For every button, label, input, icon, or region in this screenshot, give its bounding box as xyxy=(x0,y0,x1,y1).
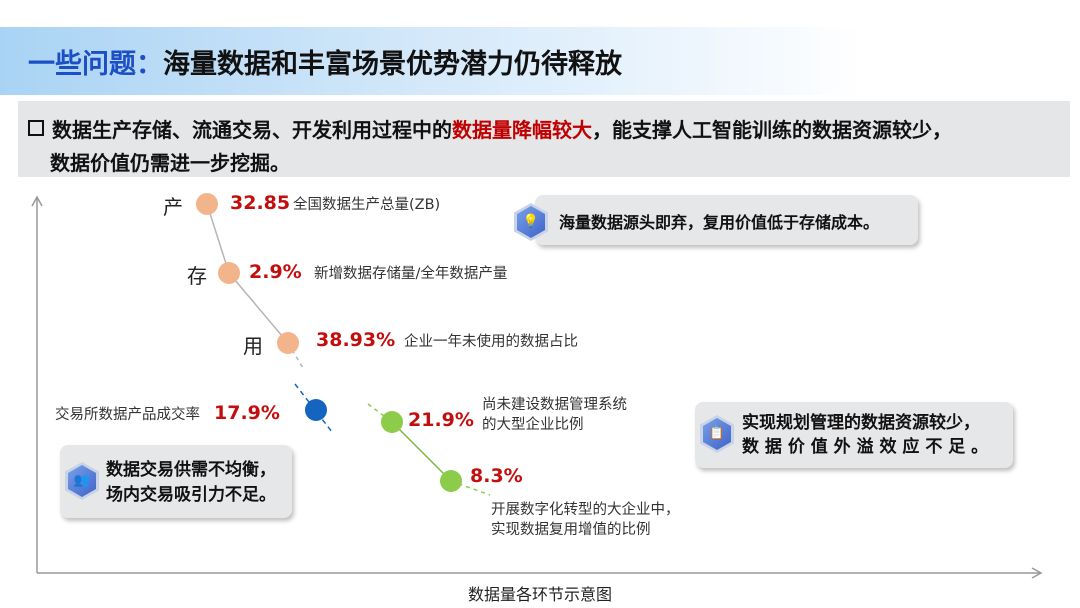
intro-text: ，能支撑人工智能训练的数据资源较少， xyxy=(592,118,952,142)
diagram-caption: 数据量各环节示意图 xyxy=(467,585,612,604)
users-icon: 👥 xyxy=(65,462,99,500)
clipboard-icon: 📋 xyxy=(700,415,734,453)
intro-text: 数据生产存储、流通交易、开发利用过程中的 xyxy=(52,118,452,142)
callout-line: 场内交易吸引力不足。 xyxy=(106,485,276,505)
stage-label: 用 xyxy=(243,334,263,358)
desc-line: 实现数据复用增值的比例 xyxy=(491,522,651,538)
desc-line: 尚未建设数据管理系统 xyxy=(482,397,627,413)
callout-line: 数 据 价 值 外 溢 效 应 不 足 。 xyxy=(742,437,989,457)
stage-value: 2.9% xyxy=(249,261,302,283)
callout-line: 数据交易供需不均衡， xyxy=(106,460,276,480)
stage-value: 8.3% xyxy=(470,465,523,487)
callout-text: 数据交易供需不均衡， 场内交易吸引力不足。 xyxy=(106,458,276,508)
intro-box: 数据生产存储、流通交易、开发利用过程中的数据量降幅较大，能支撑人工智能训练的数据… xyxy=(18,101,1070,177)
stage-label: 存 xyxy=(187,264,207,288)
dot-store xyxy=(218,262,240,284)
callout-text: 实现规划管理的数据资源较少， 数 据 价 值 外 溢 效 应 不 足 。 xyxy=(742,411,988,459)
stage-desc: 企业一年未使用的数据占比 xyxy=(404,334,578,350)
desc-line: 开展数字化转型的大企业中， xyxy=(491,502,680,518)
green-connector xyxy=(391,421,452,482)
intro-highlight: 数据量降幅较大 xyxy=(452,118,592,142)
stage-desc: 开展数字化转型的大企业中， 实现数据复用增值的比例 xyxy=(491,500,680,540)
dot-management xyxy=(381,411,403,433)
callout-source: 海量数据源头即弃，复用价值低于存储成本。 xyxy=(535,195,918,245)
title-band xyxy=(0,27,1080,95)
stage-desc: 全国数据生产总量(ZB) xyxy=(293,197,441,213)
page-title: 一些问题：海量数据和丰富场景优势潜力仍待释放 xyxy=(28,42,622,81)
stage-value: 32.85 xyxy=(230,192,291,214)
desc-line: 的大型企业比例 xyxy=(482,417,584,433)
gray-dash xyxy=(287,342,304,369)
title-prefix: 一些问题： xyxy=(28,49,163,80)
x-axis-arrow-icon xyxy=(1031,567,1043,579)
stage-desc: 尚未建设数据管理系统 的大型企业比例 xyxy=(482,395,627,435)
stage-desc: 交易所数据产品成交率 xyxy=(55,407,200,423)
y-axis-arrow-icon xyxy=(31,195,43,207)
stage-value: 21.9% xyxy=(408,409,474,431)
dot-use xyxy=(277,332,299,354)
stage-value: 38.93% xyxy=(316,329,396,351)
stage-label: 产 xyxy=(163,195,183,219)
callout-line: 实现规划管理的数据资源较少， xyxy=(742,413,980,433)
title-main: 海量数据和丰富场景优势潜力仍待释放 xyxy=(163,49,622,80)
intro-line-2: 数据价值仍需进一步挖掘。 xyxy=(50,151,290,175)
dot-reuse xyxy=(440,470,462,492)
stage-value: 17.9% xyxy=(214,402,280,424)
dot-produce xyxy=(196,193,218,215)
intro-line-1: 数据生产存储、流通交易、开发利用过程中的数据量降幅较大，能支撑人工智能训练的数据… xyxy=(28,114,952,143)
dot-trade xyxy=(305,399,327,421)
stage-desc: 新增数据存储量/全年数据产量 xyxy=(314,266,508,282)
callout-management: 实现规划管理的数据资源较少， 数 据 价 值 外 溢 效 应 不 足 。 xyxy=(695,402,1013,468)
green-dash-bottom xyxy=(450,480,491,496)
lightbulb-icon: 💡 xyxy=(514,203,548,241)
callout-text: 海量数据源头即弃，复用价值低于存储成本。 xyxy=(559,213,880,232)
square-bullet-icon xyxy=(28,120,44,136)
